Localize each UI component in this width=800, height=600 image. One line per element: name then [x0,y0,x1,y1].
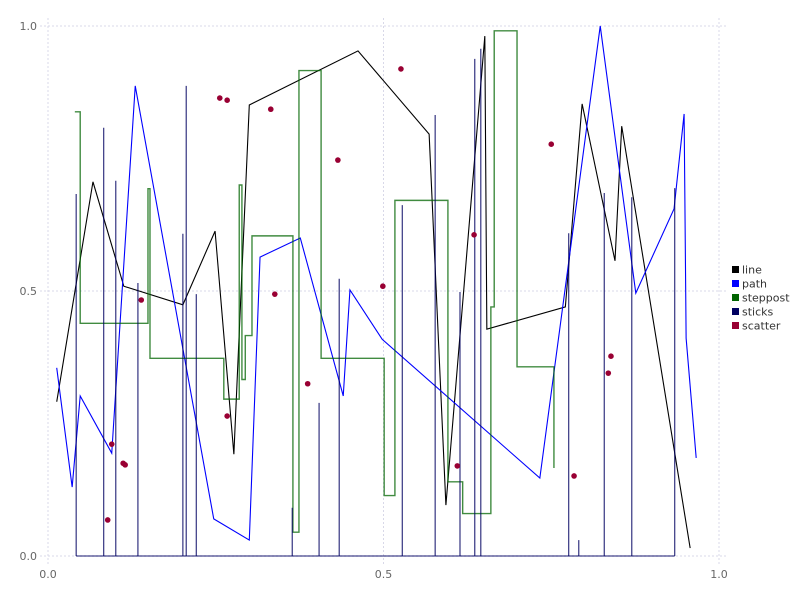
tick-labels: 0.0 0.5 1.0 0.0 0.5 1.0 [20,20,728,581]
scatter-point [471,232,477,238]
scatter-point [108,441,115,447]
legend-label-sticks: sticks [742,306,774,319]
legend-swatch-sticks [732,308,739,315]
scatter-point [138,297,145,303]
x-tick-label: 0.5 [375,568,393,581]
scatter-point [216,95,223,101]
legend-swatch-path [732,280,739,287]
legend-label-path: path [742,278,767,291]
y-tick-label: 1.0 [20,20,38,33]
scatter-point [398,66,404,72]
scatter-point [608,353,614,359]
plot-area [56,25,697,557]
scatter-point [380,283,386,290]
path-series-line [56,25,697,542]
legend-label-steppost: steppost [742,292,790,305]
y-tick-label: 0.0 [20,550,38,563]
scatter-point [571,473,577,479]
legend-label-scatter: scatter [742,320,781,333]
scatter-point [224,97,230,103]
x-tick-label: 0.0 [39,568,57,581]
x-tick-label: 1.0 [710,568,728,581]
scatter-point [104,517,111,523]
scatter-point [304,380,311,387]
legend-swatch-steppost [732,294,739,301]
scatter-point [224,413,230,419]
y-tick-label: 0.5 [20,285,38,298]
scatter-point [335,157,341,163]
legend-label-line: line [742,264,762,277]
legend-swatch-scatter [732,322,739,329]
scatter-point [267,106,274,113]
scatter-point [122,462,128,468]
legend-swatch-line [732,266,739,273]
scatter-point [454,463,461,469]
scatter-point [548,141,555,147]
scatter-point [605,370,612,376]
line-series-line [56,36,691,549]
steppost-series-line [74,30,555,533]
scatter-point [271,291,278,297]
